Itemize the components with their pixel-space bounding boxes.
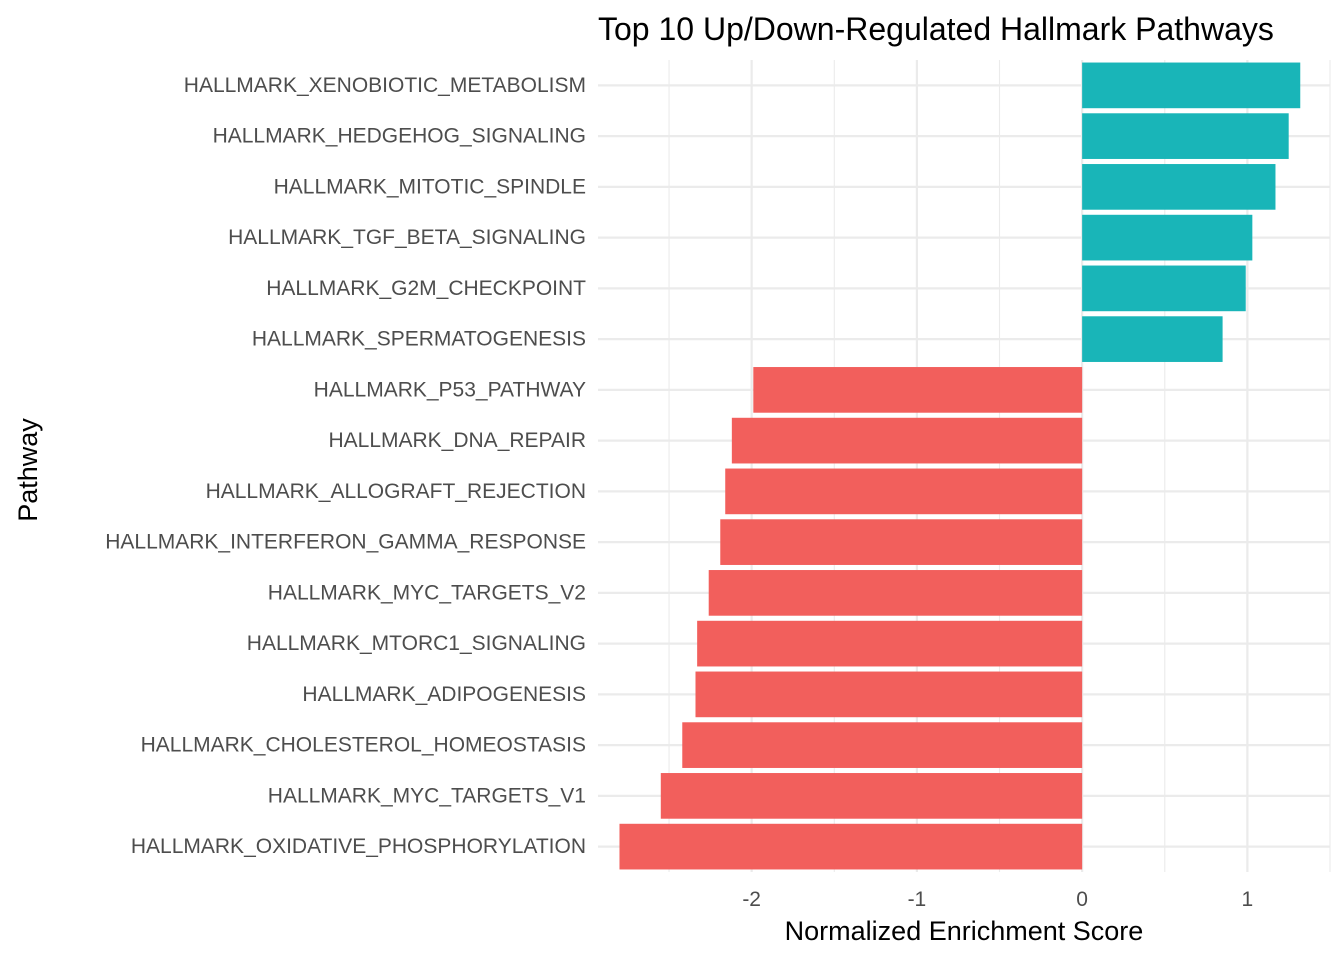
y-tick-label: HALLMARK_ALLOGRAFT_REJECTION <box>206 480 586 503</box>
bar-layer <box>619 62 1301 870</box>
y-tick-label: HALLMARK_MTORC1_SIGNALING <box>247 632 586 655</box>
bar-hallmark-tgf-beta-signaling <box>1082 214 1253 261</box>
bar-hallmark-mtorc1-signaling <box>697 620 1083 667</box>
y-tick-label: HALLMARK_ADIPOGENESIS <box>302 683 586 706</box>
y-tick-label: HALLMARK_INTERFERON_GAMMA_RESPONSE <box>105 531 586 554</box>
y-tick-label: HALLMARK_G2M_CHECKPOINT <box>266 277 586 300</box>
y-tick-label: HALLMARK_MYC_TARGETS_V1 <box>268 784 586 807</box>
y-tick-labels: HALLMARK_XENOBIOTIC_METABOLISM HALLMARK_H… <box>105 74 586 858</box>
x-tick-label: -1 <box>908 888 927 911</box>
x-tick-label: 0 <box>1076 888 1088 911</box>
y-axis-title: Pathway <box>13 418 43 522</box>
y-tick-label: HALLMARK_SPERMATOGENESIS <box>252 328 586 351</box>
bar-hallmark-p53-pathway <box>753 367 1083 413</box>
y-tick-label: HALLMARK_MITOTIC_SPINDLE <box>274 175 586 198</box>
y-tick-label: HALLMARK_OXIDATIVE_PHOSPHORYLATION <box>131 835 586 858</box>
y-tick-label: HALLMARK_DNA_REPAIR <box>328 429 586 452</box>
bar-hallmark-myc-targets-v2 <box>708 570 1083 616</box>
bar-hallmark-cholesterol-homeostasis <box>682 722 1083 768</box>
x-tick-label: -2 <box>742 888 761 911</box>
y-tick-label: HALLMARK_HEDGEHOG_SIGNALING <box>213 125 586 148</box>
bar-hallmark-oxidative-phosphorylation <box>619 823 1083 870</box>
bar-hallmark-g2m-checkpoint <box>1082 265 1246 312</box>
chart-title: Top 10 Up/Down-Regulated Hallmark Pathwa… <box>598 11 1274 47</box>
bar-hallmark-hedgehog-signaling <box>1082 113 1289 159</box>
bar-hallmark-dna-repair <box>731 417 1083 464</box>
bar-hallmark-mitotic-spindle <box>1082 164 1276 210</box>
x-axis-title: Normalized Enrichment Score <box>785 916 1144 946</box>
bar-hallmark-adipogenesis <box>695 671 1083 718</box>
y-tick-label: HALLMARK_XENOBIOTIC_METABOLISM <box>184 74 586 97</box>
x-tick-label: 1 <box>1242 888 1254 911</box>
y-tick-label: HALLMARK_P53_PATHWAY <box>314 378 586 401</box>
bar-hallmark-spermatogenesis <box>1082 316 1223 362</box>
bar-hallmark-allograft-rejection <box>725 468 1083 515</box>
bar-hallmark-interferon-gamma-response <box>720 519 1083 565</box>
x-tick-labels: -2 -1 0 1 <box>742 888 1253 911</box>
y-tick-label: HALLMARK_TGF_BETA_SIGNALING <box>228 226 586 249</box>
bar-hallmark-xenobiotic-metabolism <box>1082 62 1301 109</box>
y-tick-label: HALLMARK_CHOLESTEROL_HOMEOSTASIS <box>141 734 586 757</box>
bar-hallmark-myc-targets-v1 <box>660 773 1083 819</box>
y-tick-label: HALLMARK_MYC_TARGETS_V2 <box>268 581 586 604</box>
